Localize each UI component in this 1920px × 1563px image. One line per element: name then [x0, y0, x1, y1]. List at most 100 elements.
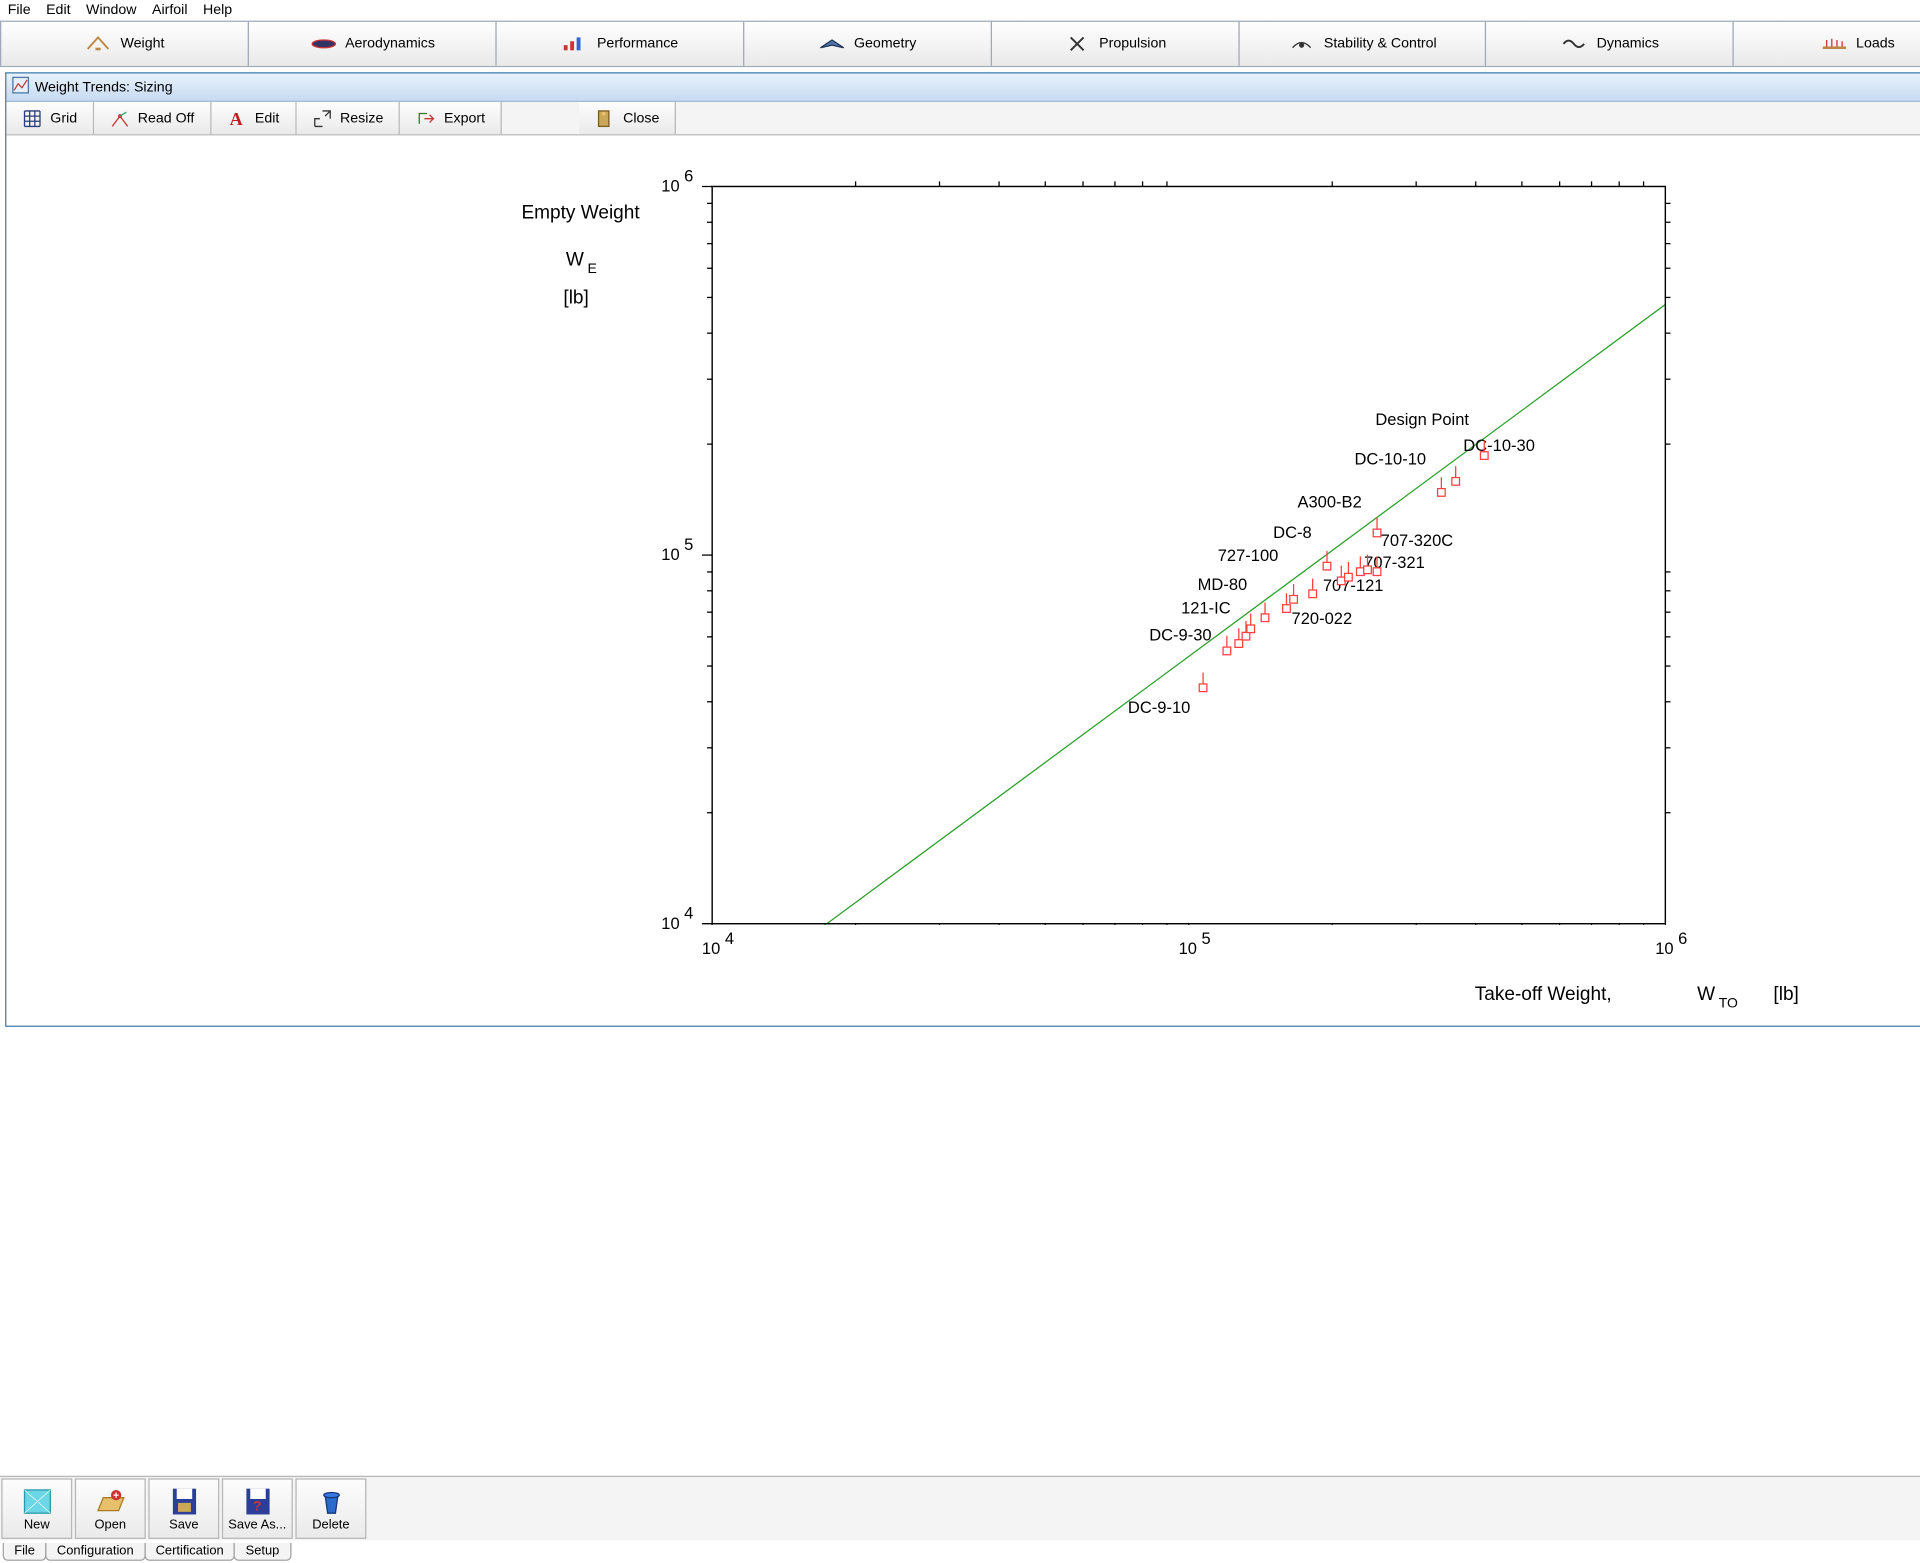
menu-help[interactable]: Help: [203, 3, 232, 18]
save-button[interactable]: Save: [148, 1478, 219, 1539]
svg-text:10: 10: [702, 939, 720, 958]
saveas-icon: ?: [239, 1485, 275, 1519]
status-tab-certification[interactable]: Certification: [144, 1543, 235, 1561]
toolbar-label: Resize: [340, 110, 383, 125]
chart-toolbar: Grid Read Off A Edit Resize Export Close: [6, 102, 1920, 136]
toolbar-label: Edit: [255, 110, 279, 125]
grid-button[interactable]: Grid: [6, 102, 93, 134]
svg-text:A: A: [229, 108, 242, 128]
tab-label: Aerodynamics: [345, 36, 435, 51]
svg-text:6: 6: [1678, 929, 1687, 948]
svg-text:DC-10-10: DC-10-10: [1355, 449, 1427, 468]
svg-text:5: 5: [1201, 929, 1210, 948]
resize-icon: [312, 108, 333, 129]
menu-window[interactable]: Window: [86, 3, 136, 18]
new-button[interactable]: New: [1, 1478, 72, 1539]
tab-geometry[interactable]: Geometry: [743, 22, 991, 66]
svg-text:MD-80: MD-80: [1198, 575, 1248, 594]
svg-text:5: 5: [684, 535, 693, 554]
readoff-button[interactable]: Read Off: [94, 102, 211, 134]
svg-text:Empty Weight: Empty Weight: [521, 202, 640, 223]
toolbar-label: Close: [623, 110, 659, 125]
tab-label: Dynamics: [1597, 36, 1659, 51]
weight-trends-window: Weight Trends: Sizing — □ ✕ Grid Read Off…: [5, 72, 1920, 1027]
stab-icon: [1288, 35, 1316, 53]
tab-loads[interactable]: Loads: [1733, 22, 1920, 66]
svg-text:DC-8: DC-8: [1273, 523, 1312, 542]
button-label: New: [24, 1518, 50, 1532]
new-icon: [19, 1485, 55, 1519]
edit-icon: A: [227, 108, 248, 129]
svg-text:707-320C: 707-320C: [1381, 531, 1454, 550]
status-tab-file[interactable]: File: [3, 1543, 47, 1561]
tab-propulsion[interactable]: Propulsion: [990, 22, 1238, 66]
svg-text:[lb]: [lb]: [563, 287, 588, 308]
window-icon: [12, 76, 30, 98]
readoff-icon: [109, 108, 130, 129]
toolbar-label: Read Off: [138, 110, 195, 125]
grid-icon: [22, 108, 43, 129]
svg-text:720-022: 720-022: [1292, 609, 1353, 628]
status-tab-setup[interactable]: Setup: [234, 1543, 291, 1561]
chart-area: 104105106104105106104105106Empty WeightW…: [6, 135, 1920, 1025]
menu-edit[interactable]: Edit: [46, 3, 70, 18]
tab-stability-control[interactable]: Stability & Control: [1238, 22, 1486, 66]
svg-text:DC-9-10: DC-9-10: [1128, 698, 1190, 717]
close-icon: [595, 108, 616, 129]
tab-label: Geometry: [854, 36, 916, 51]
svg-text:TO: TO: [1719, 995, 1738, 1011]
button-label: Delete: [312, 1518, 349, 1532]
svg-text:10: 10: [661, 914, 679, 933]
toolbar-label: Export: [444, 110, 485, 125]
save-icon: [166, 1485, 202, 1519]
svg-text:Design Point: Design Point: [1375, 410, 1469, 429]
tab-label: Loads: [1856, 36, 1895, 51]
tab-dynamics[interactable]: Dynamics: [1485, 22, 1733, 66]
button-label: Save: [169, 1518, 198, 1532]
menu-file[interactable]: File: [8, 3, 31, 18]
tab-performance[interactable]: Performance: [495, 22, 743, 66]
svg-text:?: ?: [252, 1499, 261, 1515]
menubar: File Edit Window Airfoil Help: [0, 0, 1920, 21]
svg-text:DC-10-30: DC-10-30: [1463, 436, 1535, 455]
toolbar-label: Grid: [50, 110, 77, 125]
svg-text:A300-B2: A300-B2: [1297, 493, 1361, 512]
svg-text:[lb]: [lb]: [1773, 984, 1798, 1005]
menu-airfoil[interactable]: Airfoil: [152, 3, 187, 18]
tab-label: Performance: [597, 36, 678, 51]
svg-text:10: 10: [661, 177, 679, 196]
saveas-button[interactable]: ?Save As...: [222, 1478, 293, 1539]
svg-text:10: 10: [661, 545, 679, 564]
svg-text:W: W: [1697, 984, 1715, 1005]
tab-label: Stability & Control: [1324, 36, 1437, 51]
svg-text:Take-off Weight,: Take-off Weight,: [1475, 984, 1612, 1005]
dyn-icon: [1561, 35, 1589, 53]
status-tab-configuration[interactable]: Configuration: [45, 1543, 145, 1561]
tab-weight[interactable]: Weight: [0, 22, 248, 66]
svg-text:W: W: [566, 249, 584, 270]
open-button[interactable]: Open: [75, 1478, 146, 1539]
bottom-toolbar: NewOpenSave?Save As...DeleteFlight Condi…: [0, 1476, 1920, 1541]
prop-icon: [1063, 35, 1091, 53]
button-label: Open: [95, 1518, 127, 1532]
window-titlebar[interactable]: Weight Trends: Sizing — □ ✕: [6, 74, 1920, 102]
status-tabs: FileConfigurationCertificationSetup: [3, 1543, 290, 1561]
svg-text:10: 10: [1179, 939, 1197, 958]
edit-button[interactable]: A Edit: [211, 102, 296, 134]
window-title: Weight Trends: Sizing: [35, 79, 173, 94]
geom-icon: [818, 35, 846, 53]
svg-text:E: E: [588, 260, 597, 276]
weight-trend-chart: 104105106104105106104105106Empty WeightW…: [19, 148, 1920, 1012]
perf-icon: [561, 35, 589, 53]
close-chart-button[interactable]: Close: [579, 102, 676, 134]
svg-text:727-100: 727-100: [1218, 546, 1279, 565]
svg-text:DC-9-30: DC-9-30: [1149, 626, 1211, 645]
delete-button[interactable]: Delete: [295, 1478, 366, 1539]
tab-label: Weight: [121, 36, 165, 51]
weight-icon: [84, 35, 112, 53]
resize-button[interactable]: Resize: [296, 102, 400, 134]
svg-text:4: 4: [725, 929, 734, 948]
export-button[interactable]: Export: [400, 102, 502, 134]
tab-aerodynamics[interactable]: Aerodynamics: [248, 22, 496, 66]
svg-text:6: 6: [684, 166, 693, 185]
